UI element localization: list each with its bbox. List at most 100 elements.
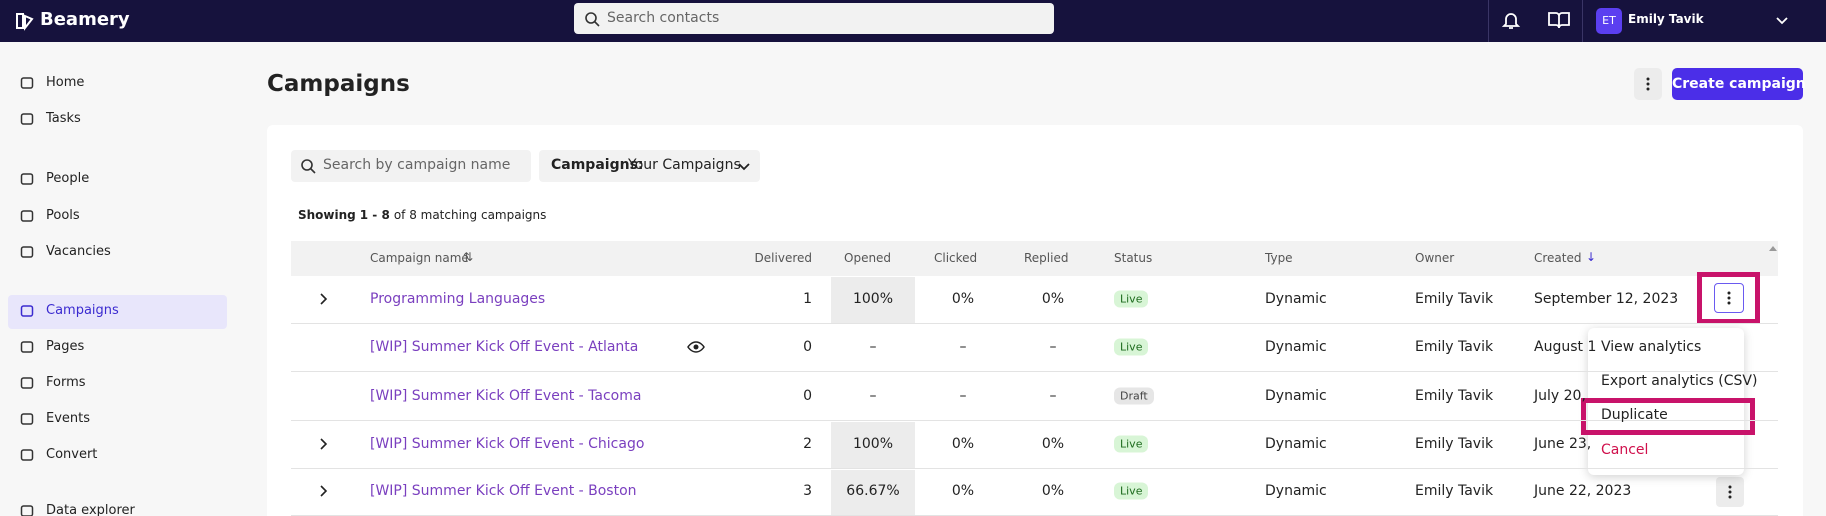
nav-label: Campaigns [46, 303, 119, 318]
status-badge: Live [1114, 338, 1149, 356]
nav-item[interactable]: Vacancies [20, 244, 111, 259]
nav-icon [20, 504, 34, 516]
nav-icon [20, 245, 34, 258]
search-icon [301, 159, 316, 174]
campaign-name[interactable]: Programming Languages [370, 291, 546, 307]
nav-label: Data explorer [46, 503, 135, 516]
nav-item[interactable]: Forms [20, 375, 86, 390]
campaign-filter[interactable] [539, 150, 760, 182]
column-header[interactable]: Campaign name [370, 251, 469, 265]
cell: Emily Tavik [1415, 339, 1494, 355]
scroll-up[interactable] [1768, 244, 1778, 252]
row-menu-button[interactable] [1714, 283, 1744, 313]
campaign-search[interactable] [291, 150, 531, 182]
nav-item[interactable]: Tasks [20, 111, 81, 126]
row-divider [291, 371, 1778, 372]
nav-item[interactable]: Pools [20, 208, 80, 223]
logo: Beamery [40, 9, 130, 30]
book-icon[interactable] [1547, 9, 1571, 31]
user-menu-chevron[interactable] [1774, 12, 1790, 28]
nav-item[interactable]: People [20, 171, 89, 186]
campaign-name[interactable]: [WIP] Summer Kick Off Event - Tacoma [370, 388, 642, 404]
cell: 0% [1041, 483, 1065, 499]
cell: August 1 [1534, 339, 1597, 355]
status-badge: Live [1114, 482, 1149, 500]
cell: 100% [852, 291, 894, 307]
expand-chevron[interactable] [315, 483, 331, 499]
cell: 2 [803, 436, 812, 452]
status-badge: Live [1114, 435, 1149, 453]
bell-icon[interactable] [1500, 9, 1522, 31]
cell: 3 [803, 483, 812, 499]
menu-item[interactable]: Export analytics (CSV) [1601, 373, 1758, 389]
search-contacts[interactable] [574, 3, 1054, 34]
column-header[interactable]: Status [1114, 251, 1153, 265]
campaign-name[interactable]: [WIP] Summer Kick Off Event - Chicago [370, 436, 645, 452]
expand-chevron[interactable] [315, 291, 331, 307]
column-header[interactable]: Created [1534, 251, 1582, 265]
column-header[interactable]: Delivered [754, 251, 812, 265]
table-header [291, 241, 1778, 276]
cell: 0% [951, 436, 975, 452]
nav-item[interactable]: Events [20, 411, 90, 426]
expand-chevron[interactable] [315, 436, 331, 452]
cell: 0% [951, 483, 975, 499]
menu-item[interactable]: Duplicate [1601, 407, 1668, 423]
nav-label: Home [46, 75, 85, 90]
create-campaign-button[interactable]: Create campaign [1672, 68, 1806, 100]
preview-icon[interactable] [687, 338, 705, 356]
opened-highlight [831, 422, 915, 468]
cell: Dynamic [1265, 436, 1327, 452]
cell: – [869, 388, 877, 404]
row-divider [291, 420, 1778, 421]
cell: 100% [852, 436, 894, 452]
column-header[interactable]: Replied [1024, 251, 1069, 265]
campaign-name[interactable]: [WIP] Summer Kick Off Event - Atlanta [370, 339, 639, 355]
column-header[interactable]: Owner [1415, 251, 1455, 265]
cell: 66.67% [846, 483, 900, 499]
nav-item[interactable]: Convert [20, 447, 97, 462]
card [267, 125, 1803, 516]
avatar[interactable]: ET [1596, 8, 1622, 34]
campaign-name[interactable]: [WIP] Summer Kick Off Event - Boston [370, 483, 637, 499]
nav-label: Tasks [46, 111, 81, 126]
filter-label: Campaigns: [551, 157, 644, 173]
nav-item[interactable]: Home [20, 75, 84, 90]
sort-icon: ⇅ [463, 250, 474, 264]
cell: Emily Tavik [1415, 291, 1494, 307]
nav-icon [20, 112, 34, 125]
kebab-icon [1727, 291, 1731, 305]
logo-icon [16, 13, 34, 31]
nav-item[interactable]: Data explorer [20, 503, 135, 516]
status-badge: Draft [1114, 387, 1154, 405]
cell: – [959, 388, 967, 404]
column-header[interactable]: Clicked [934, 251, 978, 265]
nav-label: Pools [46, 208, 80, 223]
filter-chevron [738, 163, 750, 171]
cell: Dynamic [1265, 339, 1327, 355]
nav-item[interactable]: Campaigns [20, 303, 119, 318]
sort-icon: ↓ [1586, 250, 1597, 264]
cell: 0% [1041, 291, 1065, 307]
cell: 0 [803, 388, 812, 404]
page-title: Campaigns [267, 71, 410, 97]
nav-icon [20, 172, 34, 185]
kebab-icon [1646, 77, 1650, 91]
column-header[interactable]: Opened [844, 251, 892, 265]
nav-label: People [46, 171, 90, 186]
nav-icon [20, 76, 34, 89]
column-header[interactable]: Type [1265, 251, 1293, 265]
nav-icon [20, 448, 34, 461]
user-name: Emily Tavik [1628, 12, 1704, 26]
search-icon [585, 12, 600, 27]
summary-range: 1 - 8 [359, 208, 390, 222]
nav-item[interactable]: Pages [20, 339, 84, 354]
cell: Emily Tavik [1415, 436, 1494, 452]
menu-item[interactable]: View analytics [1601, 339, 1702, 355]
search-placeholder: Search contacts [607, 10, 720, 26]
summary-suffix: of 8 matching campaigns [393, 208, 547, 222]
nav-label: Convert [46, 447, 98, 462]
nav-icon [20, 304, 34, 317]
menu-item[interactable]: Cancel [1601, 442, 1649, 458]
